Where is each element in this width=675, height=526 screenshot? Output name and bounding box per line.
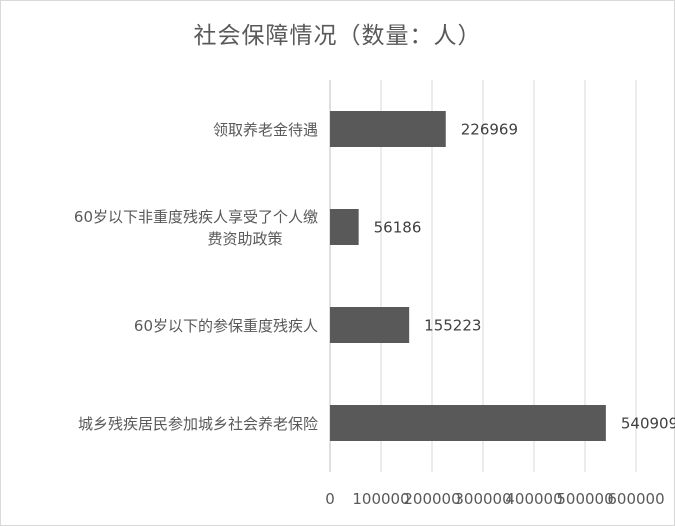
x-tick-label: 600000 <box>607 490 664 508</box>
x-tick-label: 400000 <box>505 490 562 508</box>
x-tick-label: 500000 <box>556 490 613 508</box>
category-label: 城乡残疾居民参加城乡社会养老保险 <box>78 415 318 433</box>
category-label: 领取养老金待遇 <box>213 121 318 139</box>
bar <box>330 307 410 343</box>
category-label: 60岁以下的参保重度残疾人 <box>134 317 318 335</box>
data-label: 56186 <box>374 219 422 237</box>
x-tick-label: 200000 <box>403 490 460 508</box>
x-tick-label: 0 <box>325 490 335 508</box>
bar <box>330 111 446 147</box>
bar <box>330 209 359 245</box>
x-tick-label: 100000 <box>352 490 409 508</box>
category-label: 费资助政策 <box>207 230 282 248</box>
x-tick-label: 300000 <box>454 490 511 508</box>
category-label: 60岁以下非重度残疾人享受了个人缴 <box>74 208 318 226</box>
data-label: 540909 <box>621 415 675 433</box>
data-label: 155223 <box>424 317 481 335</box>
chart-title: 社会保障情况（数量：人） <box>193 23 482 49</box>
bar <box>330 405 606 441</box>
data-label: 226969 <box>461 121 518 139</box>
